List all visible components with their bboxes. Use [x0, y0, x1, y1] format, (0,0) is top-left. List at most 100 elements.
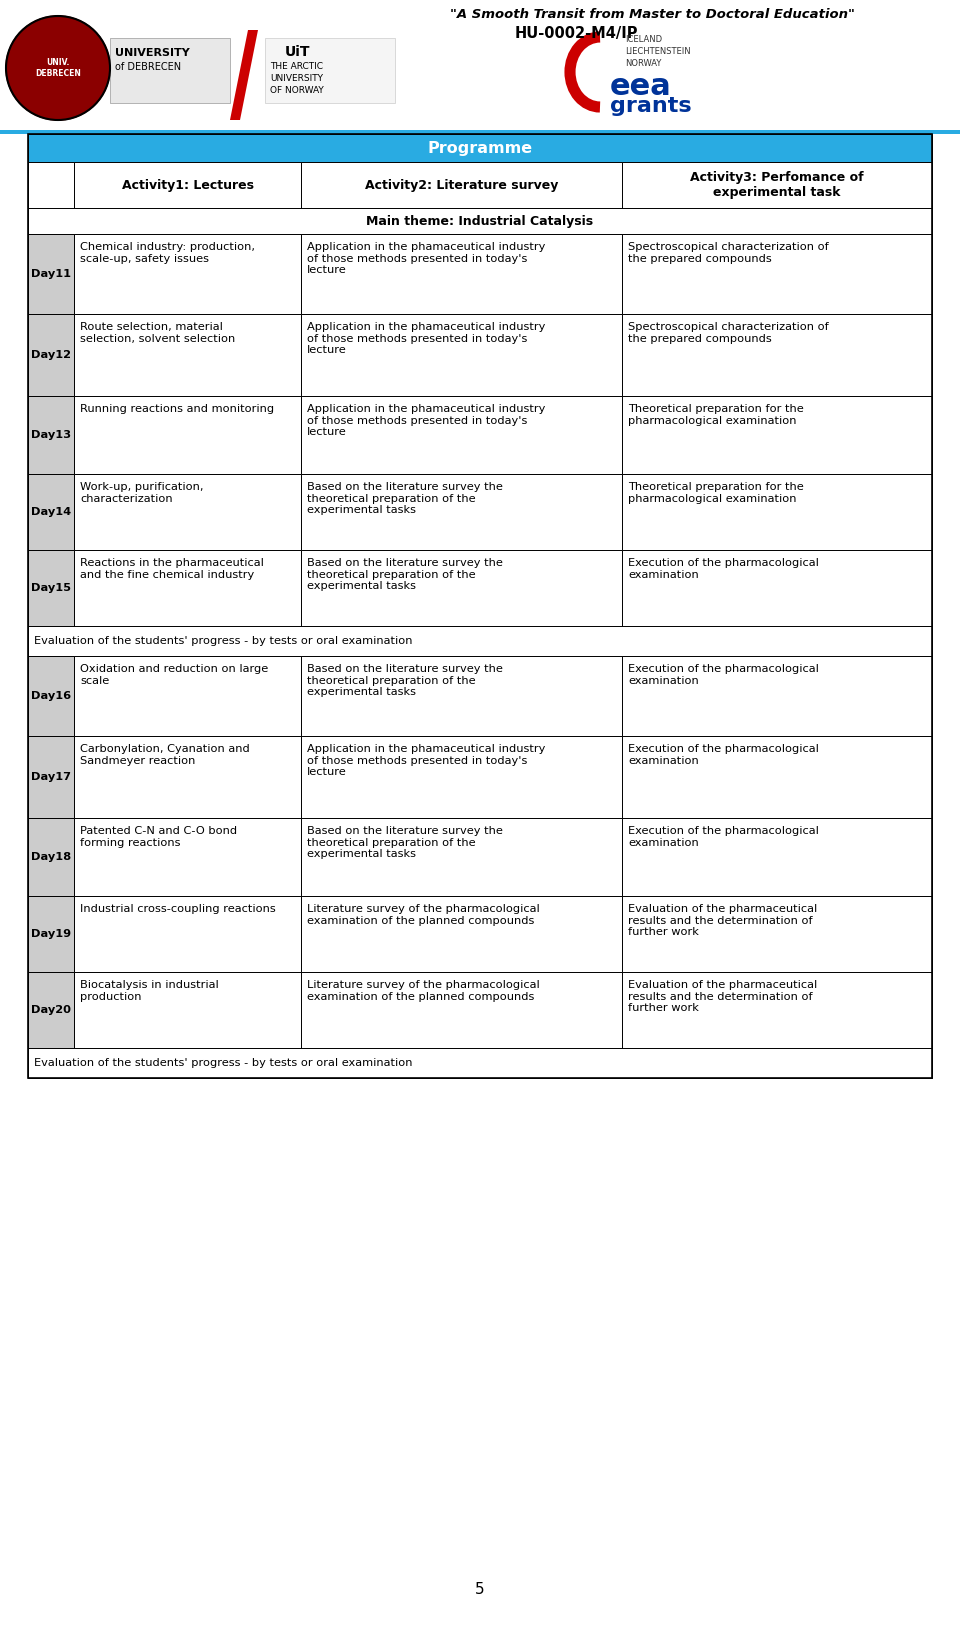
Bar [74, 161, 301, 209]
Text: Oxidation and reduction on large
scale: Oxidation and reduction on large scale [80, 663, 268, 686]
Bar [28, 971, 74, 1048]
Text: Application in the phamaceutical industry
of those methods presented in today's
: Application in the phamaceutical industr… [307, 743, 545, 778]
Bar [74, 897, 301, 971]
Bar [28, 549, 74, 626]
Bar [0, 0, 960, 134]
Bar [622, 818, 932, 896]
Text: Day18: Day18 [31, 852, 71, 862]
Text: Evaluation of the students' progress - by tests or oral examination: Evaluation of the students' progress - b… [34, 636, 413, 645]
Bar [301, 897, 622, 971]
Text: Activity3: Perfomance of
experimental task: Activity3: Perfomance of experimental ta… [690, 171, 864, 199]
Bar [28, 315, 74, 396]
Bar [28, 1048, 932, 1077]
Text: Literature survey of the pharmacological
examination of the planned compounds: Literature survey of the pharmacological… [307, 905, 540, 926]
Bar [0, 130, 960, 134]
Bar [301, 818, 622, 896]
Bar [74, 474, 301, 549]
Bar [622, 971, 932, 1048]
Text: UiT: UiT [285, 46, 310, 59]
Bar [301, 655, 622, 737]
Text: Execution of the pharmacological
examination: Execution of the pharmacological examina… [628, 743, 819, 766]
Bar [622, 315, 932, 396]
Bar [74, 315, 301, 396]
Bar [28, 161, 74, 209]
Bar [301, 235, 622, 315]
Bar [28, 396, 74, 474]
Text: Evaluation of the pharmaceutical
results and the determination of
further work: Evaluation of the pharmaceutical results… [628, 980, 817, 1014]
Bar [28, 897, 74, 971]
Text: Day14: Day14 [31, 507, 71, 517]
Bar [301, 474, 622, 549]
Bar [622, 549, 932, 626]
Text: 5: 5 [475, 1583, 485, 1597]
Bar [74, 396, 301, 474]
Text: Day11: Day11 [31, 269, 71, 279]
Polygon shape [230, 29, 258, 121]
Bar [74, 737, 301, 818]
Text: ICELAND: ICELAND [625, 34, 662, 44]
Text: Day20: Day20 [31, 1006, 71, 1015]
Text: Activity1: Lectures: Activity1: Lectures [122, 179, 253, 191]
Text: Based on the literature survey the
theoretical preparation of the
experimental t: Based on the literature survey the theor… [307, 663, 503, 698]
Text: Based on the literature survey the
theoretical preparation of the
experimental t: Based on the literature survey the theor… [307, 482, 503, 515]
Text: Biocatalysis in industrial
production: Biocatalysis in industrial production [80, 980, 219, 1001]
Bar [301, 396, 622, 474]
Bar [265, 37, 395, 103]
Text: Day17: Day17 [31, 773, 71, 782]
Bar [28, 209, 932, 235]
Text: Theoretical preparation for the
pharmacological examination: Theoretical preparation for the pharmaco… [628, 482, 804, 504]
Text: UNIVERSITY: UNIVERSITY [270, 73, 323, 83]
Text: Carbonylation, Cyanation and
Sandmeyer reaction: Carbonylation, Cyanation and Sandmeyer r… [80, 743, 250, 766]
Bar [28, 235, 74, 315]
Text: Evaluation of the pharmaceutical
results and the determination of
further work: Evaluation of the pharmaceutical results… [628, 905, 817, 937]
Text: Execution of the pharmacological
examination: Execution of the pharmacological examina… [628, 826, 819, 848]
Text: eea: eea [610, 72, 672, 101]
Bar [622, 897, 932, 971]
Bar [74, 235, 301, 315]
Text: Day13: Day13 [31, 430, 71, 440]
Text: THE ARCTIC: THE ARCTIC [270, 62, 323, 72]
Bar [301, 315, 622, 396]
Bar [301, 549, 622, 626]
Bar [28, 818, 74, 896]
Bar [28, 134, 932, 161]
Bar [301, 737, 622, 818]
Bar [301, 161, 622, 209]
Bar [74, 549, 301, 626]
Text: Programme: Programme [427, 140, 533, 155]
Text: Work-up, purification,
characterization: Work-up, purification, characterization [80, 482, 204, 504]
Bar [74, 818, 301, 896]
Bar [622, 737, 932, 818]
Text: Execution of the pharmacological
examination: Execution of the pharmacological examina… [628, 557, 819, 580]
Text: Spectroscopical characterization of
the prepared compounds: Spectroscopical characterization of the … [628, 323, 828, 344]
Bar [622, 655, 932, 737]
Bar [28, 655, 74, 737]
Bar [560, 20, 740, 121]
Text: Patented C-N and C-O bond
forming reactions: Patented C-N and C-O bond forming reacti… [80, 826, 237, 848]
Bar [28, 626, 932, 655]
Text: Based on the literature survey the
theoretical preparation of the
experimental t: Based on the literature survey the theor… [307, 557, 503, 592]
Bar [622, 474, 932, 549]
Bar [110, 37, 230, 103]
Text: Day15: Day15 [31, 584, 71, 593]
Text: of DEBRECEN: of DEBRECEN [115, 62, 181, 72]
Text: Chemical industry: production,
scale-up, safety issues: Chemical industry: production, scale-up,… [80, 241, 255, 264]
Circle shape [6, 16, 110, 121]
Text: Execution of the pharmacological
examination: Execution of the pharmacological examina… [628, 663, 819, 686]
Bar [28, 134, 932, 1077]
Bar [622, 235, 932, 315]
Text: Spectroscopical characterization of
the prepared compounds: Spectroscopical characterization of the … [628, 241, 828, 264]
Text: Day16: Day16 [31, 691, 71, 701]
Text: Theoretical preparation for the
pharmacological examination: Theoretical preparation for the pharmaco… [628, 404, 804, 425]
Text: Day12: Day12 [31, 350, 71, 360]
Text: Route selection, material
selection, solvent selection: Route selection, material selection, sol… [80, 323, 235, 344]
Text: grants: grants [610, 96, 691, 116]
Text: Reactions in the pharmaceutical
and the fine chemical industry: Reactions in the pharmaceutical and the … [80, 557, 264, 580]
Text: Industrial cross-coupling reactions: Industrial cross-coupling reactions [80, 905, 276, 914]
Bar [301, 971, 622, 1048]
Bar [74, 655, 301, 737]
Text: LIECHTENSTEIN: LIECHTENSTEIN [625, 47, 690, 55]
Bar [28, 474, 74, 549]
Text: Evaluation of the students' progress - by tests or oral examination: Evaluation of the students' progress - b… [34, 1058, 413, 1068]
Text: Day19: Day19 [31, 929, 71, 939]
